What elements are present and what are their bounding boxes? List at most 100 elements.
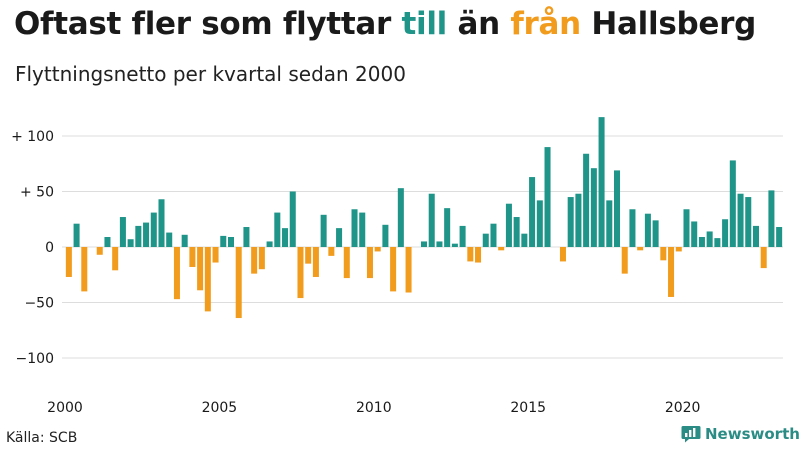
bar <box>266 241 273 247</box>
y-tick-label: 0 <box>45 240 54 256</box>
bar <box>227 237 234 247</box>
source-label: Källa: SCB <box>6 430 78 446</box>
bar <box>451 243 458 247</box>
x-tick-label: 2010 <box>356 400 392 416</box>
title-highlight-fran: från <box>510 6 581 42</box>
title-part-3: Hallsberg <box>580 6 756 42</box>
bar <box>390 247 397 292</box>
bar <box>567 197 574 247</box>
x-axis-labels: 2000 2005 2010 2015 2020 <box>47 400 700 416</box>
bar <box>312 247 319 277</box>
bar <box>204 247 211 312</box>
bar <box>336 228 343 247</box>
bar <box>166 232 173 247</box>
bar <box>505 203 512 247</box>
bar <box>660 247 667 261</box>
bar <box>529 177 536 247</box>
bar <box>320 214 327 247</box>
bar <box>328 247 335 256</box>
bar <box>745 197 752 247</box>
bar <box>614 170 621 247</box>
bar <box>81 247 88 292</box>
bar <box>366 247 373 279</box>
bar <box>459 225 466 247</box>
bar <box>289 191 296 247</box>
bar <box>467 247 474 262</box>
chart-subtitle: Flyttningsnetto per kvartal sedan 2000 <box>15 62 406 86</box>
bar <box>729 160 736 247</box>
bar <box>706 231 713 247</box>
bar <box>513 217 520 247</box>
bar <box>181 234 188 247</box>
bar <box>675 247 682 252</box>
bar <box>235 247 242 319</box>
bar <box>637 247 644 251</box>
bar <box>405 247 412 293</box>
bar <box>127 239 134 247</box>
bar <box>760 247 767 269</box>
y-tick-label: + 50 <box>20 185 54 201</box>
bar <box>698 237 705 247</box>
bar <box>351 209 358 247</box>
bar <box>575 193 582 247</box>
bar <box>482 233 489 247</box>
chart-title: Oftast fler som flyttar till än från Hal… <box>14 6 756 42</box>
bars <box>65 117 783 319</box>
newsworthy-logo[interactable]: Newsworthy <box>681 425 800 443</box>
bar <box>173 247 180 300</box>
bar <box>135 225 142 247</box>
bar <box>343 247 350 279</box>
y-tick-label: + 100 <box>11 129 54 145</box>
bar <box>158 199 165 247</box>
bar <box>444 208 451 247</box>
brand-name: Newsworthy <box>705 425 800 443</box>
bar <box>521 233 528 247</box>
bar <box>714 238 721 247</box>
bar <box>150 212 157 247</box>
bar <box>498 247 505 251</box>
title-highlight-till: till <box>401 6 447 42</box>
bar <box>490 223 497 247</box>
bar <box>583 153 590 247</box>
bar <box>668 247 675 297</box>
bar <box>274 212 281 247</box>
x-tick-label: 2005 <box>202 400 238 416</box>
bar <box>212 247 219 263</box>
y-tick-label: −50 <box>24 296 54 312</box>
bar <box>220 235 227 247</box>
bar <box>737 193 744 247</box>
bar <box>606 200 613 247</box>
bar <box>722 219 729 247</box>
bar <box>644 213 651 247</box>
bar <box>189 247 196 267</box>
bar <box>598 117 605 247</box>
bar <box>282 228 289 247</box>
bar <box>691 221 698 247</box>
bar <box>96 247 103 255</box>
bar <box>65 247 72 277</box>
bar <box>359 212 366 247</box>
bar <box>436 241 443 247</box>
bar <box>768 190 775 247</box>
bar <box>420 241 428 247</box>
x-tick-label: 2015 <box>510 400 546 416</box>
bar <box>112 247 119 271</box>
bar <box>536 200 543 247</box>
bar <box>197 247 204 291</box>
x-tick-label: 2020 <box>665 400 701 416</box>
bar <box>621 247 628 274</box>
bar <box>143 222 150 247</box>
bar <box>397 188 404 247</box>
bar <box>258 247 265 270</box>
y-axis-labels: + 100 + 50 0 −50 −100 <box>11 129 54 367</box>
bar <box>73 223 80 247</box>
title-part-1: Oftast fler som flyttar <box>14 6 402 42</box>
bar <box>243 227 250 247</box>
bar <box>305 247 312 264</box>
bar <box>752 225 759 247</box>
bar <box>683 209 690 247</box>
bar <box>382 224 389 247</box>
bar <box>251 247 258 274</box>
bar <box>590 168 597 247</box>
